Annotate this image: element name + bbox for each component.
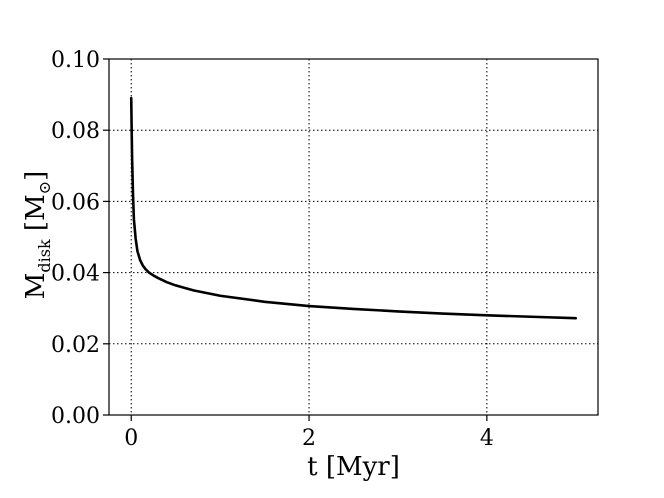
- y-tick-label: 0.08: [51, 119, 100, 144]
- sun-symbol-icon: ⊙: [35, 181, 54, 194]
- y-tick-label: 0.02: [51, 333, 100, 358]
- y-axis-label-unit-close: ]: [21, 171, 51, 181]
- series-layer: [129, 96, 578, 320]
- y-tick-label: 0.04: [51, 262, 100, 287]
- y-tick-label: 0.06: [51, 190, 100, 215]
- plot-frame: [108, 58, 599, 416]
- y-axis-label-base: M: [21, 273, 51, 300]
- y-tick-label: 0.00: [51, 404, 100, 429]
- x-tick-label: 4: [480, 426, 494, 451]
- grid: [109, 59, 598, 415]
- series-line: [129, 96, 578, 320]
- y-axis-label: Mdisk [M⊙]: [21, 171, 54, 299]
- y-axis-label-unit-open: [M: [21, 194, 51, 239]
- ticks: [103, 58, 488, 421]
- tick-labels: 0 2 4 0.00 0.02 0.04 0.06 0.08 0.10: [51, 48, 494, 451]
- x-axis-label: t [Myr]: [307, 452, 400, 482]
- x-tick-label: 0: [124, 426, 138, 451]
- x-tick-label: 2: [302, 426, 316, 451]
- y-tick-label: 0.10: [51, 48, 100, 73]
- y-axis-label-subscript: disk: [35, 239, 54, 273]
